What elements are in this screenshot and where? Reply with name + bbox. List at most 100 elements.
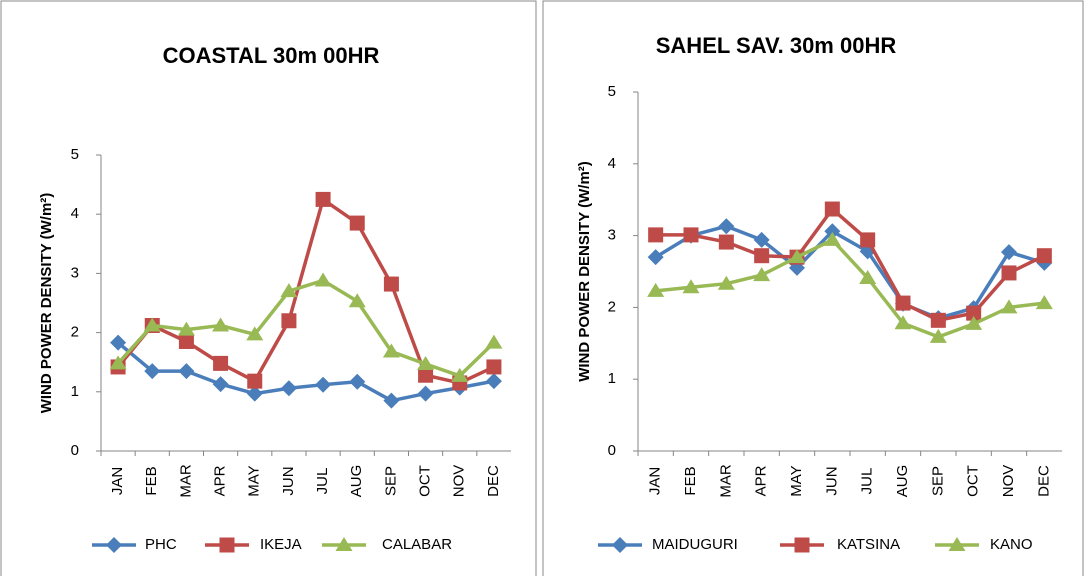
marker <box>486 359 502 375</box>
marker <box>824 201 840 217</box>
y-tick-label: 4 <box>71 205 79 222</box>
y-tick-label: 5 <box>608 83 616 100</box>
y-tick-label: 1 <box>608 370 616 387</box>
marker <box>895 295 911 311</box>
marker <box>349 373 366 390</box>
marker <box>383 392 400 409</box>
y-tick-label: 4 <box>608 155 616 172</box>
marker <box>417 355 435 370</box>
x-tick-label: FEB <box>682 466 699 495</box>
marker <box>929 328 947 343</box>
legend-label: PHC <box>145 536 177 553</box>
marker <box>348 293 366 308</box>
x-tick-label: NOV <box>451 465 468 498</box>
marker <box>144 363 161 380</box>
series-line <box>655 237 1045 339</box>
marker <box>1035 295 1053 310</box>
marker <box>383 276 399 292</box>
x-tick-label: MAY <box>788 465 805 496</box>
marker <box>281 313 297 329</box>
x-tick-label: APR <box>212 465 229 496</box>
marker <box>647 282 665 297</box>
marker <box>177 321 195 336</box>
marker <box>966 305 982 321</box>
marker <box>280 283 298 298</box>
marker <box>754 248 770 264</box>
marker <box>1000 299 1018 314</box>
marker <box>382 343 400 358</box>
marker <box>109 355 127 370</box>
x-tick-label: NOV <box>1000 465 1017 498</box>
marker <box>246 385 263 402</box>
y-tick-label: 0 <box>608 442 616 459</box>
marker <box>894 315 912 330</box>
marker <box>451 367 469 382</box>
legend-label: CALABAR <box>382 536 452 553</box>
marker <box>110 334 127 351</box>
marker <box>315 376 332 393</box>
marker <box>1036 248 1052 264</box>
x-tick-label: JUL <box>859 468 876 495</box>
marker <box>219 537 235 553</box>
marker <box>860 232 876 248</box>
series-line <box>655 206 1046 323</box>
marker <box>315 191 331 207</box>
marker <box>718 234 734 250</box>
marker <box>178 363 195 380</box>
x-tick-label: JUN <box>823 466 840 495</box>
marker <box>280 380 297 397</box>
y-axis-label: WIND POWER DENSITY (W/m²) <box>38 193 55 414</box>
x-tick-label: MAR <box>177 464 194 498</box>
legend-label: MAIDUGURI <box>652 536 738 553</box>
y-tick-label: 2 <box>608 298 616 315</box>
marker <box>212 376 229 393</box>
marker <box>965 315 983 330</box>
chart-title: COASTAL 30m 00HR <box>163 43 380 68</box>
marker <box>753 231 770 248</box>
x-tick-label: OCT <box>417 465 434 497</box>
marker <box>349 215 365 231</box>
y-tick-label: 2 <box>71 324 79 341</box>
marker <box>143 317 161 332</box>
x-tick-label: JUL <box>314 468 331 495</box>
chart-title: SAHEL SAV. 30m 00HR <box>656 33 897 58</box>
marker <box>485 373 502 390</box>
marker <box>753 267 771 282</box>
legend-label: KATSINA <box>837 536 900 553</box>
marker <box>1001 265 1017 281</box>
marker <box>859 269 877 284</box>
marker <box>794 537 810 553</box>
marker <box>417 385 434 402</box>
x-tick-label: SEP <box>382 466 399 496</box>
series-line <box>116 341 495 403</box>
panel-border <box>542 0 1084 576</box>
marker <box>682 279 700 294</box>
marker <box>823 231 841 246</box>
marker <box>718 218 735 235</box>
marker <box>212 317 230 332</box>
x-tick-label: DEC <box>1035 465 1052 497</box>
y-tick-label: 5 <box>71 146 79 163</box>
y-tick-label: 3 <box>608 227 616 244</box>
y-tick-label: 3 <box>71 264 79 281</box>
marker <box>648 227 664 243</box>
marker <box>247 373 263 389</box>
marker <box>612 537 628 553</box>
x-tick-label: JAN <box>109 467 126 495</box>
marker <box>246 326 264 341</box>
x-tick-label: AUG <box>894 465 911 498</box>
x-tick-label: MAY <box>246 465 263 496</box>
series-line <box>116 278 496 378</box>
marker <box>335 537 353 551</box>
x-tick-label: FEB <box>143 466 160 495</box>
marker <box>717 275 735 290</box>
marker <box>418 367 434 383</box>
marker <box>788 249 806 264</box>
marker <box>485 334 503 349</box>
marker <box>106 537 122 553</box>
y-tick-label: 0 <box>71 442 79 459</box>
marker <box>930 312 946 328</box>
marker <box>178 333 194 349</box>
x-tick-label: SEP <box>929 466 946 496</box>
